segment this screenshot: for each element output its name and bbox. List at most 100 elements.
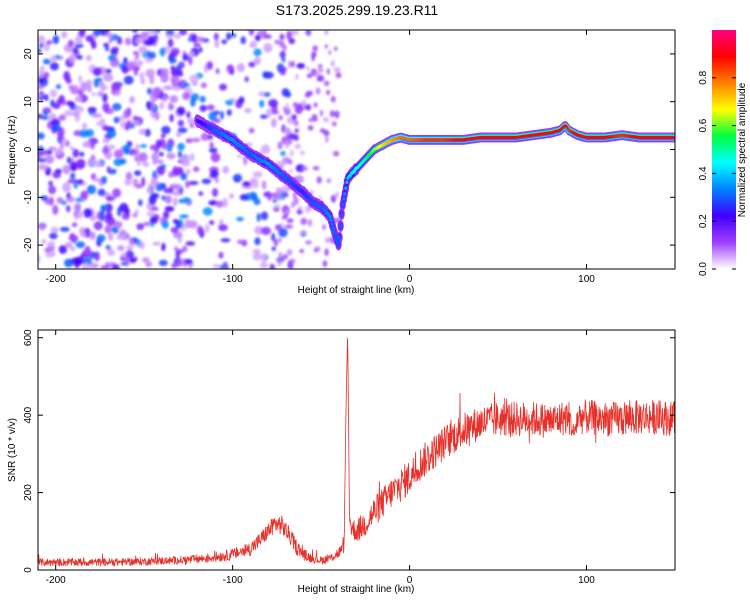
spectrogram-cell — [142, 161, 150, 167]
spectrogram-cell — [312, 45, 319, 52]
spectrogram-cell — [91, 92, 96, 97]
spectrogram-cell — [90, 142, 95, 150]
spectrogram-cell — [210, 152, 221, 163]
spectrogram-cell — [38, 93, 43, 98]
spectrogram-cell — [38, 85, 44, 90]
spectrogram-cell — [259, 262, 268, 269]
spectrogram-cell — [269, 263, 276, 269]
spectrogram-cell — [169, 183, 179, 189]
spectrogram-cell — [330, 222, 334, 227]
spectrogram-cell — [277, 141, 283, 150]
spectrogram-cell — [102, 138, 111, 144]
spectrogram-cell — [63, 71, 71, 81]
spectrogram-cell — [248, 30, 255, 36]
spectrogram-cell — [345, 180, 349, 185]
spectrogram-xtick-label: 0 — [407, 274, 413, 285]
spectrogram-cell — [196, 225, 204, 235]
spectrogram-cell — [62, 164, 71, 175]
figure-title: S173.2025.299.19.23.R11 — [276, 2, 439, 18]
spectrogram-cell — [43, 94, 49, 101]
spectrogram-cell — [111, 46, 120, 52]
spectrogram-cell — [329, 218, 333, 223]
spectrogram-ylabel: Frequency (Hz) — [7, 116, 18, 185]
spectrogram-cell — [314, 246, 321, 252]
spectrogram-cell — [300, 230, 307, 235]
spectrogram-cell — [301, 99, 307, 108]
spectrogram-cell — [108, 54, 116, 62]
spectrogram-cell — [138, 199, 143, 207]
spectrogram-cell — [73, 84, 79, 94]
spectrogram-cell — [260, 114, 268, 119]
spectrogram-cell — [185, 180, 191, 189]
spectrogram-cell — [149, 144, 158, 151]
spectrogram-cell — [221, 39, 228, 45]
spectrogram-cell — [48, 196, 54, 206]
spectrogram-cell — [105, 32, 114, 38]
spectrogram-cell — [258, 91, 265, 97]
snr-xtick-label: -100 — [223, 575, 243, 586]
spectrogram-ytick-label: 10 — [23, 96, 34, 108]
spectrogram-cell — [152, 157, 157, 166]
spectrogram-cell — [244, 108, 252, 114]
spectrogram-cell — [166, 143, 173, 153]
spectrogram-cell — [201, 178, 212, 185]
spectrogram-cell — [102, 147, 109, 155]
snr-xlabel: Height of straight line (km) — [298, 584, 415, 595]
spectrogram-cell — [188, 51, 195, 58]
snr-ytick-label: 200 — [23, 484, 34, 501]
spectrogram-cell — [87, 158, 95, 167]
spectrogram-cell — [282, 254, 288, 260]
spectrogram-cell — [281, 56, 286, 63]
spectrogram-cell — [96, 234, 106, 243]
spectrogram-cell — [226, 109, 232, 116]
spectrogram-cell — [80, 190, 89, 200]
spectrogram-cell — [289, 149, 295, 157]
spectrogram-cell — [85, 54, 92, 62]
spectrogram-cell — [179, 214, 189, 219]
spectrogram-cell — [146, 187, 153, 194]
spectrogram-cell — [43, 71, 50, 79]
spectrogram-cell — [58, 245, 67, 254]
spectrogram-cell — [122, 144, 131, 154]
spectrogram-cell — [91, 40, 97, 47]
spectrogram-cell — [124, 37, 132, 46]
spectrogram-cell — [288, 258, 296, 264]
spectrogram-cell — [112, 103, 122, 111]
spectrogram-cell — [139, 144, 147, 148]
spectrogram-cell — [285, 102, 290, 109]
spectrogram-cell — [252, 253, 262, 261]
spectrogram-cell — [38, 150, 47, 157]
spectrogram-cell — [55, 54, 61, 60]
spectrogram-cell — [326, 89, 331, 96]
spectrogram-cell — [64, 258, 74, 268]
spectrogram-cell — [322, 117, 330, 123]
spectrogram-cell — [140, 31, 150, 39]
spectrogram-cell — [259, 100, 265, 108]
spectrogram-cell — [147, 30, 157, 35]
spectrogram-cell — [75, 35, 83, 45]
spectrogram-cell — [167, 102, 173, 111]
spectrogram-ytick-label: 20 — [23, 48, 34, 60]
spectrogram-cell — [171, 262, 178, 269]
snr-xtick-label: -200 — [46, 575, 66, 586]
spectrogram-cell — [232, 173, 243, 183]
spectrogram-cell — [274, 224, 282, 231]
spectrogram-cell — [159, 47, 166, 57]
spectrogram-cell — [202, 207, 213, 216]
spectrogram-cell — [193, 166, 200, 172]
spectrogram-cell — [61, 200, 67, 205]
spectrogram-cell — [93, 30, 102, 37]
spectrogram-cell — [161, 220, 169, 229]
spectrogram-cell — [104, 225, 112, 234]
spectrogram-cell — [162, 95, 167, 102]
spectrogram-cell — [207, 104, 215, 111]
spectrogram-cell — [152, 241, 161, 246]
spectrogram-cell — [252, 248, 261, 255]
spectrogram-cell — [185, 168, 191, 175]
spectrogram-cell — [93, 78, 100, 88]
spectrogram-cell — [49, 62, 59, 71]
spectrogram-cell — [281, 215, 286, 220]
spectrogram-cell — [236, 63, 245, 73]
spectrogram-cell — [313, 102, 318, 108]
spectrogram-cell — [156, 165, 166, 176]
